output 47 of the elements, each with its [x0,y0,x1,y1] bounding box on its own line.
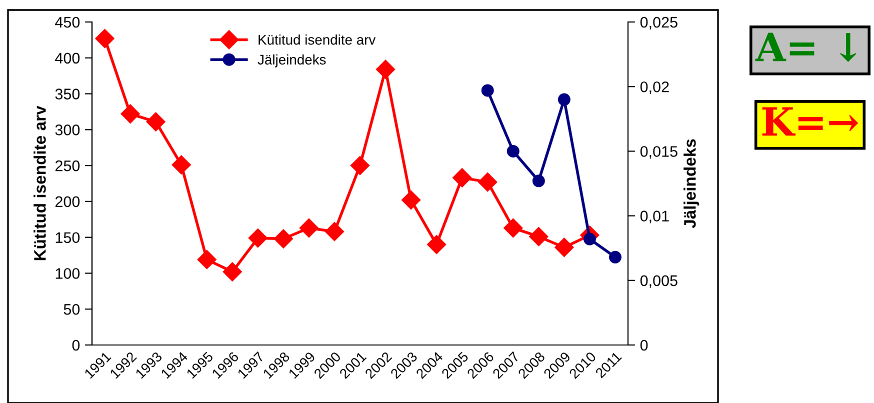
point [504,218,523,238]
point [402,190,421,210]
point [506,144,520,158]
point [554,238,574,257]
point [608,250,622,264]
point [481,84,494,97]
point [350,156,370,176]
point [324,222,344,242]
y2-tick-label: 0,01 [640,210,669,224]
point [95,28,114,48]
y-tick-label: 400 [55,52,80,64]
y-tick-label: 200 [55,196,80,208]
y2-tick-label: 0,015 [640,146,678,159]
y2-axis-title: Jäljeindeks [684,139,700,228]
y-tick-label: 450 [55,16,80,28]
point [558,93,570,106]
y2-tick-label: 0,005 [640,275,678,288]
text: K=→ [762,107,858,136]
y-tick-label: 300 [55,124,80,136]
point [376,60,396,79]
point [452,168,472,188]
y2-tick-label: 0 [640,340,648,351]
y-tick-label: 250 [55,160,80,172]
point [146,112,166,132]
point [427,234,446,254]
y-tick-label: 100 [56,268,80,279]
point [478,172,498,192]
point [532,174,545,188]
y-tick-label: 350 [55,88,80,100]
point [248,228,268,248]
point [222,262,242,282]
y-tick-label: 150 [56,232,80,244]
point [529,227,548,246]
y2-tick-label: 0,025 [640,16,678,30]
point [274,229,293,248]
legend-label: Jäljeindeks [258,54,326,68]
y2-tick-label: 0,02 [640,81,669,94]
point [172,155,191,174]
y-tick-label: 0 [72,340,80,351]
legend-label: Kütitud isendite arv [258,34,376,45]
y-tick-label: 50 [64,304,80,315]
point [197,250,216,270]
point [583,232,596,246]
point [120,104,140,124]
text: A= ↓ [755,32,856,62]
y-axis-title: Kütitud isendite arv [34,106,46,260]
point [299,218,318,238]
